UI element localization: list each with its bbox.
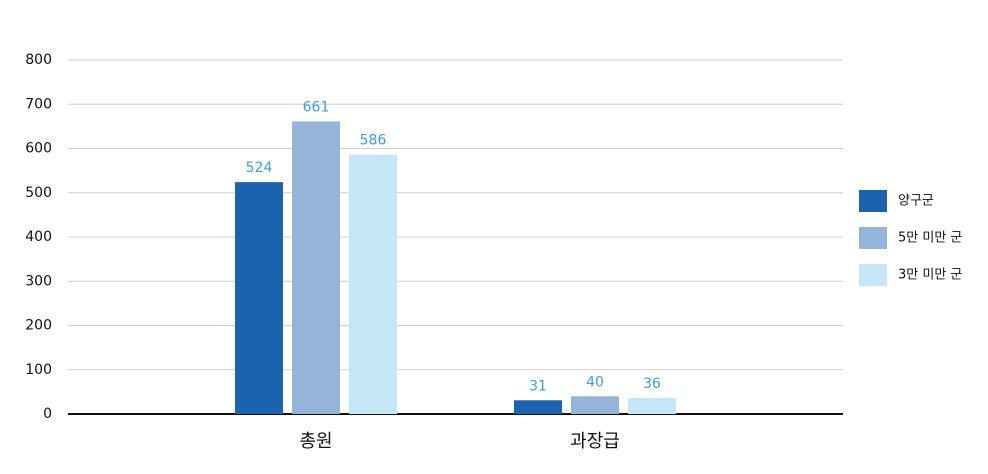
value-label: 524 [246,160,273,176]
x-tick-label: 과장급 [570,431,620,452]
legend-swatch [859,264,887,286]
bar [571,396,619,414]
bar [349,154,397,414]
x-tick-label: 총원 [299,431,332,452]
bar [628,398,676,414]
value-label: 40 [586,374,604,390]
legend-label: 양구군 [898,194,934,209]
value-label: 31 [529,378,547,394]
bar [292,121,340,414]
legend-label: 5만 미만 군 [898,231,962,246]
y-tick-label: 300 [25,273,52,289]
y-tick-label: 0 [43,406,52,422]
bar [235,182,283,414]
y-tick-label: 400 [25,229,52,245]
y-tick-label: 200 [25,318,52,334]
legend-label: 3만 미만 군 [898,268,962,283]
y-tick-label: 700 [25,96,52,112]
y-tick-label: 500 [25,185,52,201]
value-label: 661 [303,100,330,116]
y-tick-label: 600 [25,141,52,157]
y-tick-label: 800 [25,52,52,68]
bar [514,400,562,414]
value-label: 586 [360,133,387,149]
y-tick-label: 100 [25,362,52,378]
legend-swatch [859,190,887,212]
value-label: 36 [643,376,661,392]
legend-swatch [859,227,887,249]
